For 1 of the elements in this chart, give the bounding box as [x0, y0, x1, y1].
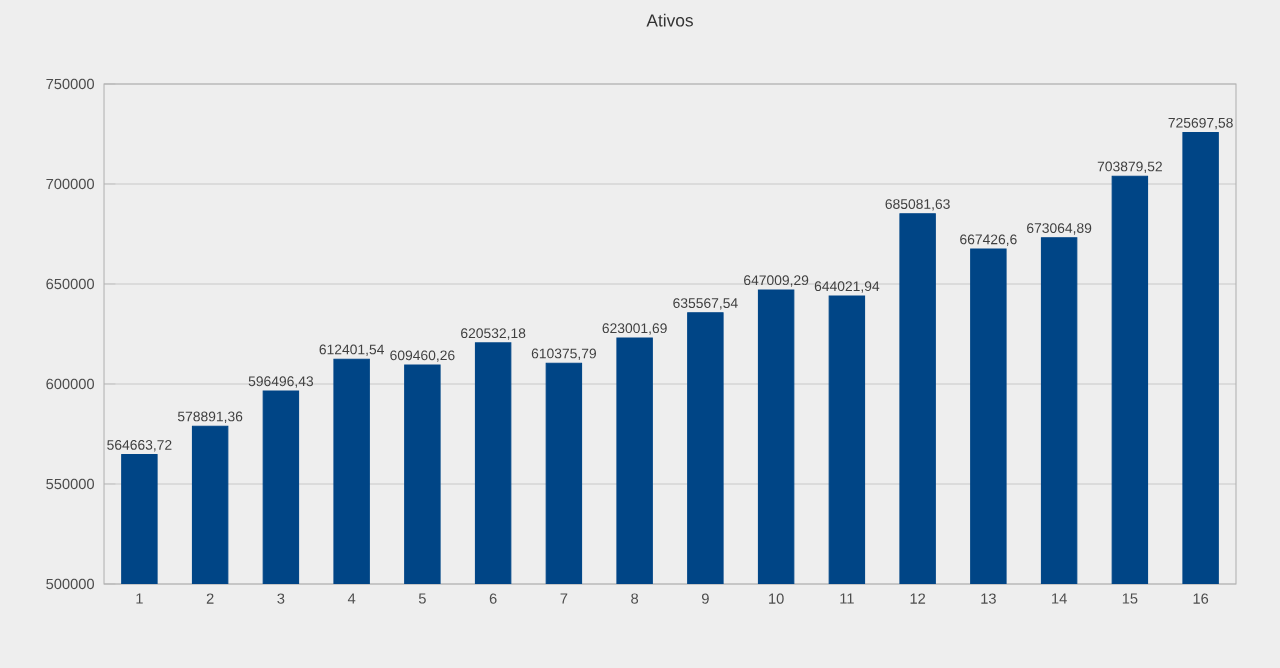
- chart-title: Ativos: [646, 13, 693, 27]
